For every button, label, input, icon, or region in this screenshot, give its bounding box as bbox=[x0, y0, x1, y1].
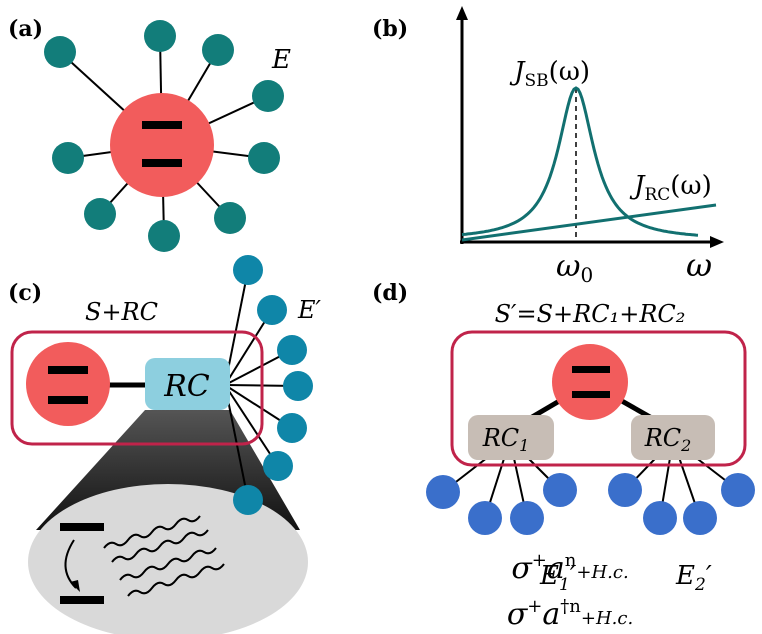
level bbox=[60, 523, 104, 531]
name: RC bbox=[644, 424, 681, 452]
power: n bbox=[565, 550, 577, 571]
subscript: 0 bbox=[580, 263, 593, 287]
env-label: E2′ bbox=[675, 561, 712, 595]
sup: + bbox=[532, 550, 547, 571]
curve-label: JRC(ω) bbox=[629, 171, 712, 205]
curve-label: JSB(ω) bbox=[509, 57, 590, 91]
symbol: ω bbox=[556, 249, 580, 284]
level bbox=[572, 366, 610, 373]
subscript: 1 bbox=[519, 436, 529, 455]
rc-box bbox=[145, 358, 230, 410]
spectral-density-rc bbox=[461, 203, 717, 242]
sup: + bbox=[527, 596, 542, 617]
rc-label: RC bbox=[163, 369, 210, 404]
arrow bbox=[710, 236, 724, 248]
name: RC bbox=[482, 424, 519, 452]
rest: +H.c. bbox=[576, 562, 628, 583]
name: E bbox=[675, 561, 695, 591]
argument: (ω) bbox=[670, 171, 712, 201]
subscript: 2 bbox=[694, 575, 706, 595]
op: σ bbox=[511, 551, 533, 586]
power: †n bbox=[560, 596, 581, 617]
spectral-density-sb bbox=[461, 86, 699, 237]
rest: +H.c. bbox=[581, 608, 633, 629]
subscript: SB bbox=[524, 71, 548, 91]
system bbox=[26, 342, 110, 426]
rc-box bbox=[468, 415, 554, 460]
level bbox=[60, 596, 104, 604]
op: σ bbox=[507, 597, 529, 632]
panel-a: (a) E bbox=[8, 16, 291, 252]
rc-label: RC2 bbox=[644, 424, 692, 455]
term: σ+a†n+H.c. bbox=[507, 596, 633, 632]
axis-label: ω bbox=[686, 246, 712, 284]
system bbox=[552, 344, 628, 420]
subscript: 2 bbox=[680, 436, 691, 455]
arrow bbox=[70, 580, 80, 592]
arrow bbox=[456, 6, 468, 20]
group-box bbox=[10, 330, 264, 446]
level bbox=[572, 391, 610, 398]
level bbox=[48, 396, 88, 404]
env-label: E′ bbox=[297, 296, 322, 324]
panel-d: (d) S′=S+RC₁+RC₂ RC1 RC2 E1′ E2′ bbox=[372, 280, 755, 595]
name: E bbox=[539, 561, 559, 591]
group-label: S′=S+RC₁+RC₂ bbox=[495, 300, 686, 328]
level bbox=[142, 159, 182, 167]
mode: a bbox=[547, 551, 565, 586]
panel-label: (b) bbox=[372, 16, 408, 42]
symbol: J bbox=[509, 57, 526, 87]
env-label: E1′ bbox=[539, 561, 576, 595]
panel-label: (a) bbox=[8, 16, 43, 42]
photons bbox=[103, 515, 225, 597]
bath-modes bbox=[426, 473, 755, 535]
zoom bbox=[28, 484, 308, 634]
subscript: RC bbox=[644, 185, 670, 205]
panel-c: (c) RC S+RC E′ σ+an+H.c. σ+a†n+H.c. bbox=[8, 255, 633, 634]
system bbox=[110, 93, 214, 197]
term: σ+an+H.c. bbox=[511, 550, 628, 586]
group-label: S+RC bbox=[85, 298, 158, 326]
env-label: E bbox=[271, 45, 291, 75]
prime: ′ bbox=[706, 561, 712, 591]
subscript: 1 bbox=[559, 575, 570, 595]
peak-label: ω0 bbox=[556, 249, 593, 287]
rc-box bbox=[631, 415, 715, 460]
mode: a bbox=[542, 597, 560, 632]
level bbox=[48, 366, 88, 374]
panel-label: (c) bbox=[8, 280, 42, 306]
bath-modes bbox=[233, 255, 313, 515]
panel-b: (b) JSB(ω) JRC(ω) ω0 ω bbox=[372, 6, 724, 287]
level bbox=[142, 121, 182, 129]
argument: (ω) bbox=[549, 57, 591, 87]
symbol: J bbox=[629, 171, 646, 201]
rc-label: RC1 bbox=[482, 424, 530, 455]
group-box bbox=[450, 330, 747, 467]
prime: ′ bbox=[570, 561, 576, 591]
panel-label: (d) bbox=[372, 280, 408, 306]
bath-modes bbox=[44, 20, 284, 252]
